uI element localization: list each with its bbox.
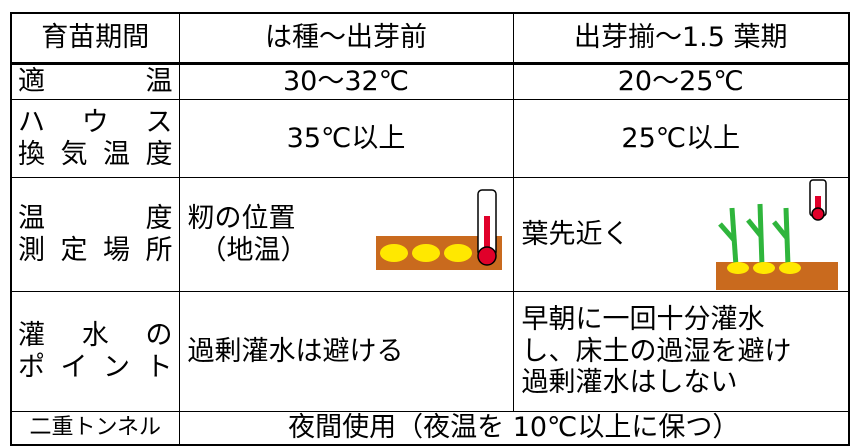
cell: 25℃以上 xyxy=(512,99,850,178)
cell: 夜間使用（夜温を 10℃以上に保つ） xyxy=(178,410,850,446)
cell-line: 葉先近く xyxy=(521,218,630,250)
cell: 早朝に一回十分灌水 し、床土の過湿を避け 過剰灌水はしない xyxy=(512,291,850,412)
plant-icon xyxy=(715,179,838,290)
row-label: 適 温 xyxy=(18,66,173,98)
cell: 葉先近く xyxy=(512,177,850,292)
row-label: 換気温度 xyxy=(18,138,173,170)
row-label: 灌 水 の xyxy=(18,319,173,351)
soil-icon xyxy=(375,189,502,270)
row-label: 二重トンネル xyxy=(10,410,180,446)
cell-line: （地温） xyxy=(199,234,308,266)
header-cell: は種〜出芽前 xyxy=(178,12,514,65)
cell: 30〜32℃ xyxy=(178,63,514,100)
cell-line: し、床土の過湿を避け xyxy=(521,335,792,367)
cell: 35℃以上 xyxy=(178,99,514,178)
cell: 籾の位置 （地温） xyxy=(178,177,514,292)
row-label: ポイント xyxy=(18,351,173,383)
header-cell: 育苗期間 xyxy=(10,12,180,65)
cell-line: 早朝に一回十分灌水 xyxy=(521,303,765,335)
row-label: ハ ウ ス xyxy=(18,106,173,138)
cell-line: 籾の位置 xyxy=(187,202,296,234)
cell: 20〜25℃ xyxy=(512,63,850,100)
row-label: 測定場所 xyxy=(18,234,173,266)
header-cell: 出芽揃〜1.5 葉期 xyxy=(512,12,850,65)
cell: 過剰灌水は避ける xyxy=(178,291,514,412)
seedling-table: 育苗期間 は種〜出芽前 出芽揃〜1.5 葉期 適 温 30〜32℃ 20〜25℃… xyxy=(10,12,850,446)
cell-line: 過剰灌水はしない xyxy=(521,367,738,399)
row-label: 温 度 xyxy=(18,202,173,234)
